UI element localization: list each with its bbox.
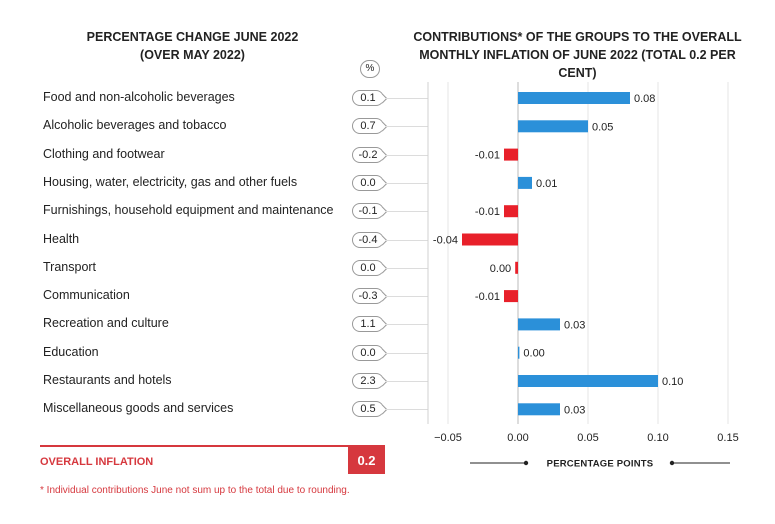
percentage-change-badge: 0.0 xyxy=(352,174,384,191)
bar-value-label: -0.01 xyxy=(475,291,500,303)
bar xyxy=(518,318,560,331)
chart-title-line-2: MONTHLY INFLATION OF JUNE 2022 (TOTAL 0.… xyxy=(419,48,736,80)
left-title: PERCENTAGE CHANGE JUNE 2022 (OVER MAY 20… xyxy=(60,28,325,64)
leader-line xyxy=(386,381,428,382)
bar-value-label: 0.08 xyxy=(634,93,655,105)
percentage-change-badge: -0.2 xyxy=(352,146,384,163)
leader-line xyxy=(386,239,428,241)
bar xyxy=(515,261,518,274)
bar-value-label: -0.01 xyxy=(475,150,500,162)
percentage-change-badge: 2.3 xyxy=(352,373,384,389)
bar xyxy=(518,346,520,359)
bar xyxy=(518,403,560,416)
bar-value-label: 0.10 xyxy=(662,376,683,388)
gridlines xyxy=(427,82,729,424)
bar xyxy=(518,120,588,133)
x-tick-label: 0.00 xyxy=(507,432,528,444)
leader-line xyxy=(386,324,428,326)
bar xyxy=(518,176,532,189)
leader-line xyxy=(386,126,428,128)
leader-line xyxy=(386,154,428,156)
overall-inflation-value: 0.2 xyxy=(348,447,385,474)
category-label: Housing, water, electricity, gas and oth… xyxy=(43,174,298,189)
leader-line xyxy=(386,211,428,213)
x-axis: −0.05 0.00 0.05 0.10 0.15 PERCENTAGE POINTS xyxy=(434,432,739,470)
left-title-line-1: PERCENTAGE CHANGE JUNE 2022 xyxy=(86,30,299,44)
category-label: Alcoholic beverages and tobacco xyxy=(43,118,227,133)
category-label: Education xyxy=(43,344,99,359)
percent-unit-badge: % xyxy=(360,60,380,78)
bar xyxy=(518,375,658,387)
x-axis-title: PERCENTAGE POINTS xyxy=(547,459,654,470)
percentage-change-badge: 0.0 xyxy=(352,259,384,276)
bar-value-label: 0.05 xyxy=(592,121,613,133)
chart-title-line-1: CONTRIBUTIONS* OF THE GROUPS TO THE OVER… xyxy=(413,30,742,44)
footnote: * Individual contributions June not sum … xyxy=(40,485,350,496)
category-label: Miscellaneous goods and services xyxy=(43,401,234,416)
x-tick-label: 0.15 xyxy=(717,432,738,444)
data-labels: 0.08 0.05 -0.01 0.01 -0.01 -0.04 0.00 -0.01 0.03… xyxy=(433,93,684,416)
bar-value-label: -0.04 xyxy=(433,235,458,247)
overall-inflation-label: OVERALL INFLATION xyxy=(40,456,154,468)
overall-divider xyxy=(40,445,385,447)
percentage-change-badge: 1.1 xyxy=(352,316,384,333)
percentage-change-badge: -0.4 xyxy=(352,231,384,248)
category-label: Communication xyxy=(43,288,130,303)
category-label: Recreation and culture xyxy=(43,316,169,331)
leader-line xyxy=(386,182,428,184)
leader-line xyxy=(386,98,428,99)
category-label: Food and non-alcoholic beverages xyxy=(43,90,235,104)
leader-line xyxy=(386,409,428,411)
leader-line xyxy=(386,296,428,298)
percentage-change-badge: -0.1 xyxy=(352,203,384,220)
bar xyxy=(504,205,518,218)
bar-value-label: 0.03 xyxy=(564,319,585,331)
bar-value-label: 0.03 xyxy=(564,404,585,416)
percentage-change-badge: 0.5 xyxy=(352,401,384,418)
category-label: Restaurants and hotels xyxy=(43,373,172,387)
leader-line xyxy=(386,352,428,354)
x-tick-label: 0.10 xyxy=(647,432,668,444)
chart-title: CONTRIBUTIONS* OF THE GROUPS TO THE OVER… xyxy=(400,28,755,82)
axis-title-dot xyxy=(669,460,675,466)
bar-value-label: 0.00 xyxy=(490,263,511,275)
bar xyxy=(462,233,518,246)
x-tick-label: −0.05 xyxy=(434,432,462,444)
category-label: Clothing and footwear xyxy=(43,146,165,161)
percentage-change-badge: 0.7 xyxy=(352,118,384,135)
category-label: Transport xyxy=(43,259,97,274)
leader-line xyxy=(386,267,428,269)
x-tick-label: 0.05 xyxy=(577,432,598,444)
category-label: Furnishings, household equipment and mai… xyxy=(43,203,334,218)
left-title-line-2: (OVER MAY 2022) xyxy=(140,48,245,62)
category-label: Health xyxy=(43,231,80,246)
bar-value-label: 0.00 xyxy=(523,348,544,360)
bar xyxy=(504,290,518,303)
bar-value-label: -0.01 xyxy=(475,206,500,218)
axis-title-dot xyxy=(523,460,529,466)
bar xyxy=(504,148,518,161)
bars xyxy=(462,92,658,416)
bar-value-label: 0.01 xyxy=(536,178,557,190)
bar xyxy=(518,92,630,104)
